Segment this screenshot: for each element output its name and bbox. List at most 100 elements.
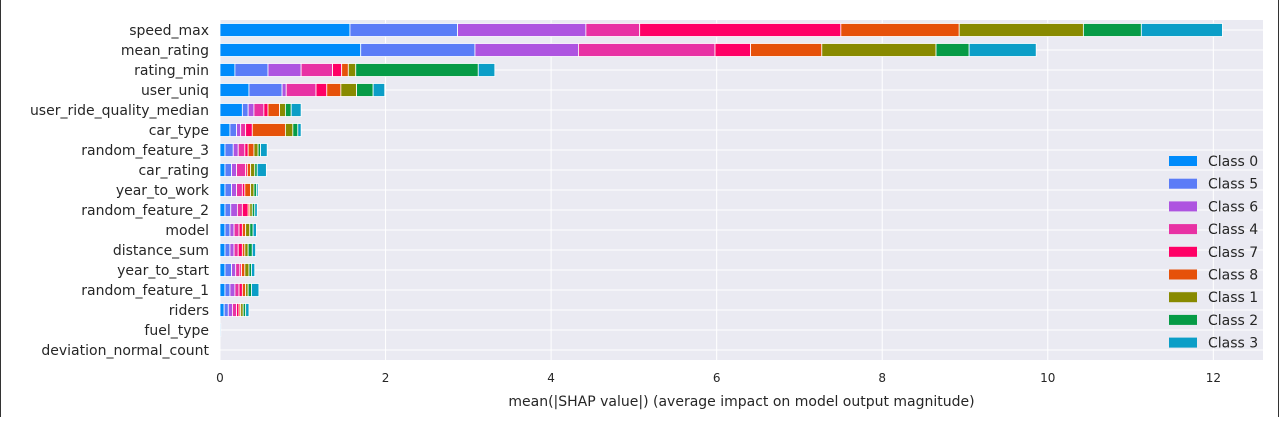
x-axis-label: mean(|SHAP value|) (average impact on mo… [508,394,974,410]
legend-swatch [1169,314,1197,325]
x-tick-label: 8 [878,371,886,385]
bar-segment [251,123,286,137]
bar-segment [224,263,232,277]
bar-segment [457,23,587,37]
bar-segment [219,243,226,257]
bar-segment [840,23,960,37]
bar-segment [372,83,386,97]
bar-segment [285,83,317,97]
bar-segment [256,183,259,197]
bar-segment [223,303,229,317]
bar-segment [231,163,237,177]
bar-segment [252,223,257,237]
legend-label: Class 6 [1208,199,1258,215]
bar-segment [219,163,226,177]
bar-segment [639,23,842,37]
bar-segment [234,283,240,297]
y-tick-label: user_ride_quality_median [30,103,209,119]
bar-segment [1082,23,1142,37]
bar-segment [219,303,225,317]
bar-segment [246,163,252,177]
y-tick-label: riders [169,303,209,319]
legend-label: Class 2 [1208,313,1258,329]
bar-segment [585,23,641,37]
bar-segment [219,123,231,137]
bar-segment [233,223,240,237]
y-tick-label: distance_sum [113,243,209,259]
bar-segment [290,103,302,117]
bar-segment [251,243,256,257]
bar-segment [935,43,970,57]
legend-label: Class 1 [1208,290,1258,306]
bar-segment [968,43,1037,57]
y-tick-label: model [165,223,209,239]
bar-segment [232,143,239,157]
bar-segment [237,143,246,157]
bar-segment [821,43,937,57]
bar-segment [750,43,823,57]
bar-segment [229,283,236,297]
bar-segment [263,103,269,117]
bar-segment [254,203,258,217]
bar-segment [245,223,251,237]
x-tick-label: 4 [547,371,555,385]
x-tick-label: 2 [382,371,390,385]
bar-segment [233,243,239,257]
y-tick-label: user_uniq [141,83,209,99]
bar-segment [219,223,226,237]
x-tick-label: 6 [713,371,721,385]
bar-segment [326,83,342,97]
y-tick-label: mean_rating [121,43,209,59]
bar-segment [235,263,241,277]
x-axis-ticks: 0 2 4 6 8 10 12 [216,371,1221,385]
bar-segment [477,63,496,77]
bar-segment [578,43,716,57]
bar-segment [224,183,232,197]
y-axis-labels: speed_max mean_rating rating_min user_uniqu… [30,23,210,359]
legend-label: Class 5 [1208,177,1258,193]
x-tick-label: 10 [1040,371,1055,385]
bar-segment [267,63,302,77]
bar-segment [230,203,238,217]
bar-segment [347,63,357,77]
legend-swatch [1169,156,1197,166]
bar-segment [219,203,226,217]
bar-segment [224,203,232,217]
legend-label: Class 7 [1208,245,1258,261]
legend-swatch [1169,178,1197,189]
bar-segment [300,63,333,77]
bar-segment [267,103,280,117]
bar-segment [219,283,226,297]
legend-label: Class 0 [1208,154,1258,170]
bar-segment [958,23,1084,37]
bar-segment [229,223,235,237]
legend: Class 0 Class 5 Class 6 Class 4 Class 7 Class… [1169,154,1258,352]
bar-segment [297,123,302,137]
bar-segment [238,283,243,297]
y-tick-label: random_feature_1 [81,283,209,299]
bar-segment [247,283,252,297]
bar-segment [356,83,374,97]
bar-segment [279,103,286,117]
bar-segment [219,263,226,277]
bar-segment [224,163,232,177]
bar-segment [219,63,236,77]
bar-segment [281,83,287,97]
y-tick-label: year_to_work [116,183,210,199]
bar-segment [292,123,299,137]
x-tick-label: 0 [216,371,224,385]
bar-segment [253,143,259,157]
bar-segment [251,263,256,277]
bar-segment [260,143,268,157]
bar-segment [229,243,235,257]
legend-swatch [1169,269,1197,280]
bar-segment [231,263,237,277]
bar-segment [219,23,351,37]
legend-swatch [1169,201,1197,212]
legend-label: Class 3 [1208,336,1258,352]
bar-segment [232,303,237,317]
y-tick-label: car_rating [138,163,209,179]
bar-segment [229,123,237,137]
bar-segment [474,43,579,57]
